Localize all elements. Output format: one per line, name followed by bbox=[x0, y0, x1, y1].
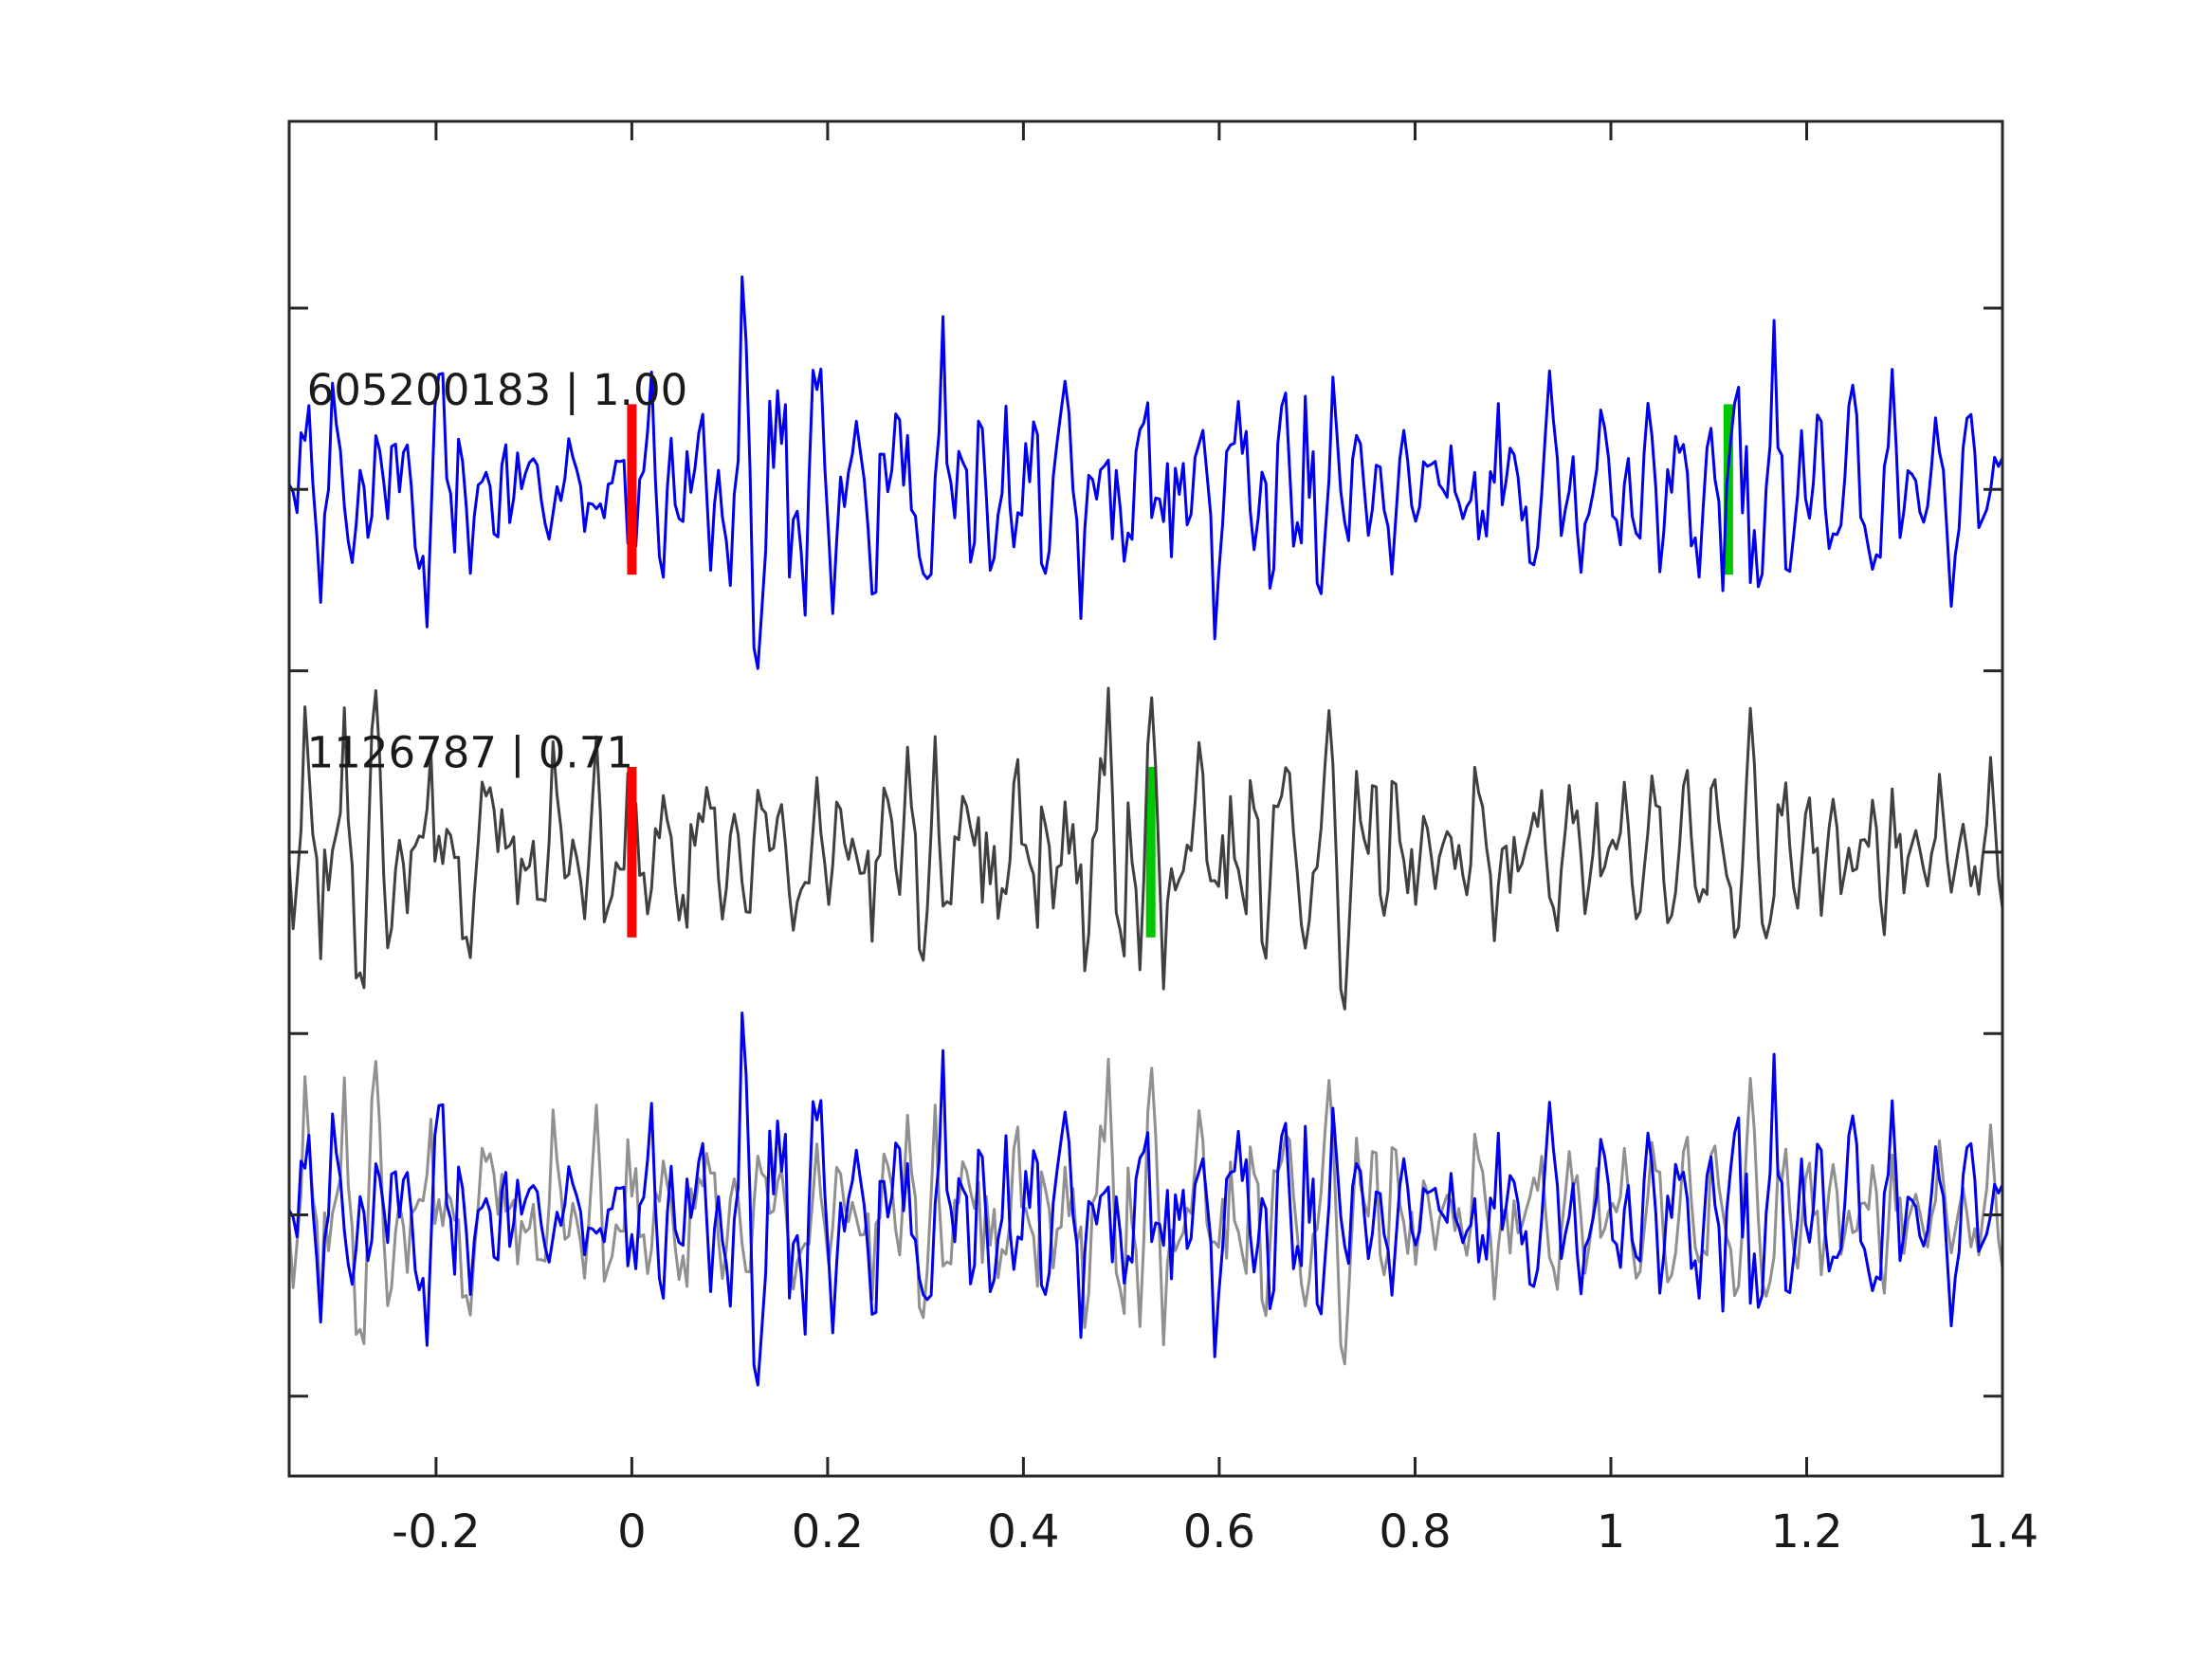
overlay-trace-template-trace bbox=[289, 1057, 2002, 1366]
x-tick-label: 0.2 bbox=[792, 1505, 864, 1559]
template-trace bbox=[289, 686, 2002, 1011]
trace-label: 1126787 | 0.71 bbox=[307, 728, 633, 778]
detection-trace bbox=[289, 275, 2002, 670]
trace-label: 605200183 | 1.00 bbox=[307, 365, 688, 415]
x-tick-label: 1.2 bbox=[1770, 1505, 1842, 1559]
pick-marker-red bbox=[627, 404, 637, 575]
pick-marker-green bbox=[1723, 404, 1733, 575]
pick-marker-green bbox=[1145, 767, 1156, 938]
pick-marker-red bbox=[627, 767, 637, 938]
x-tick-label: 0.6 bbox=[1183, 1505, 1255, 1559]
x-tick-label: -0.2 bbox=[392, 1505, 481, 1559]
x-tick-label: 1.4 bbox=[1966, 1505, 2038, 1559]
x-tick-label: 1 bbox=[1597, 1505, 1626, 1559]
x-tick-label: 0.4 bbox=[987, 1505, 1059, 1559]
axes-frame bbox=[287, 119, 2004, 1478]
x-tick-label: 0.8 bbox=[1379, 1505, 1451, 1559]
overlay-trace-detection-trace bbox=[289, 1012, 2002, 1387]
x-tick-label: 0 bbox=[617, 1505, 647, 1559]
